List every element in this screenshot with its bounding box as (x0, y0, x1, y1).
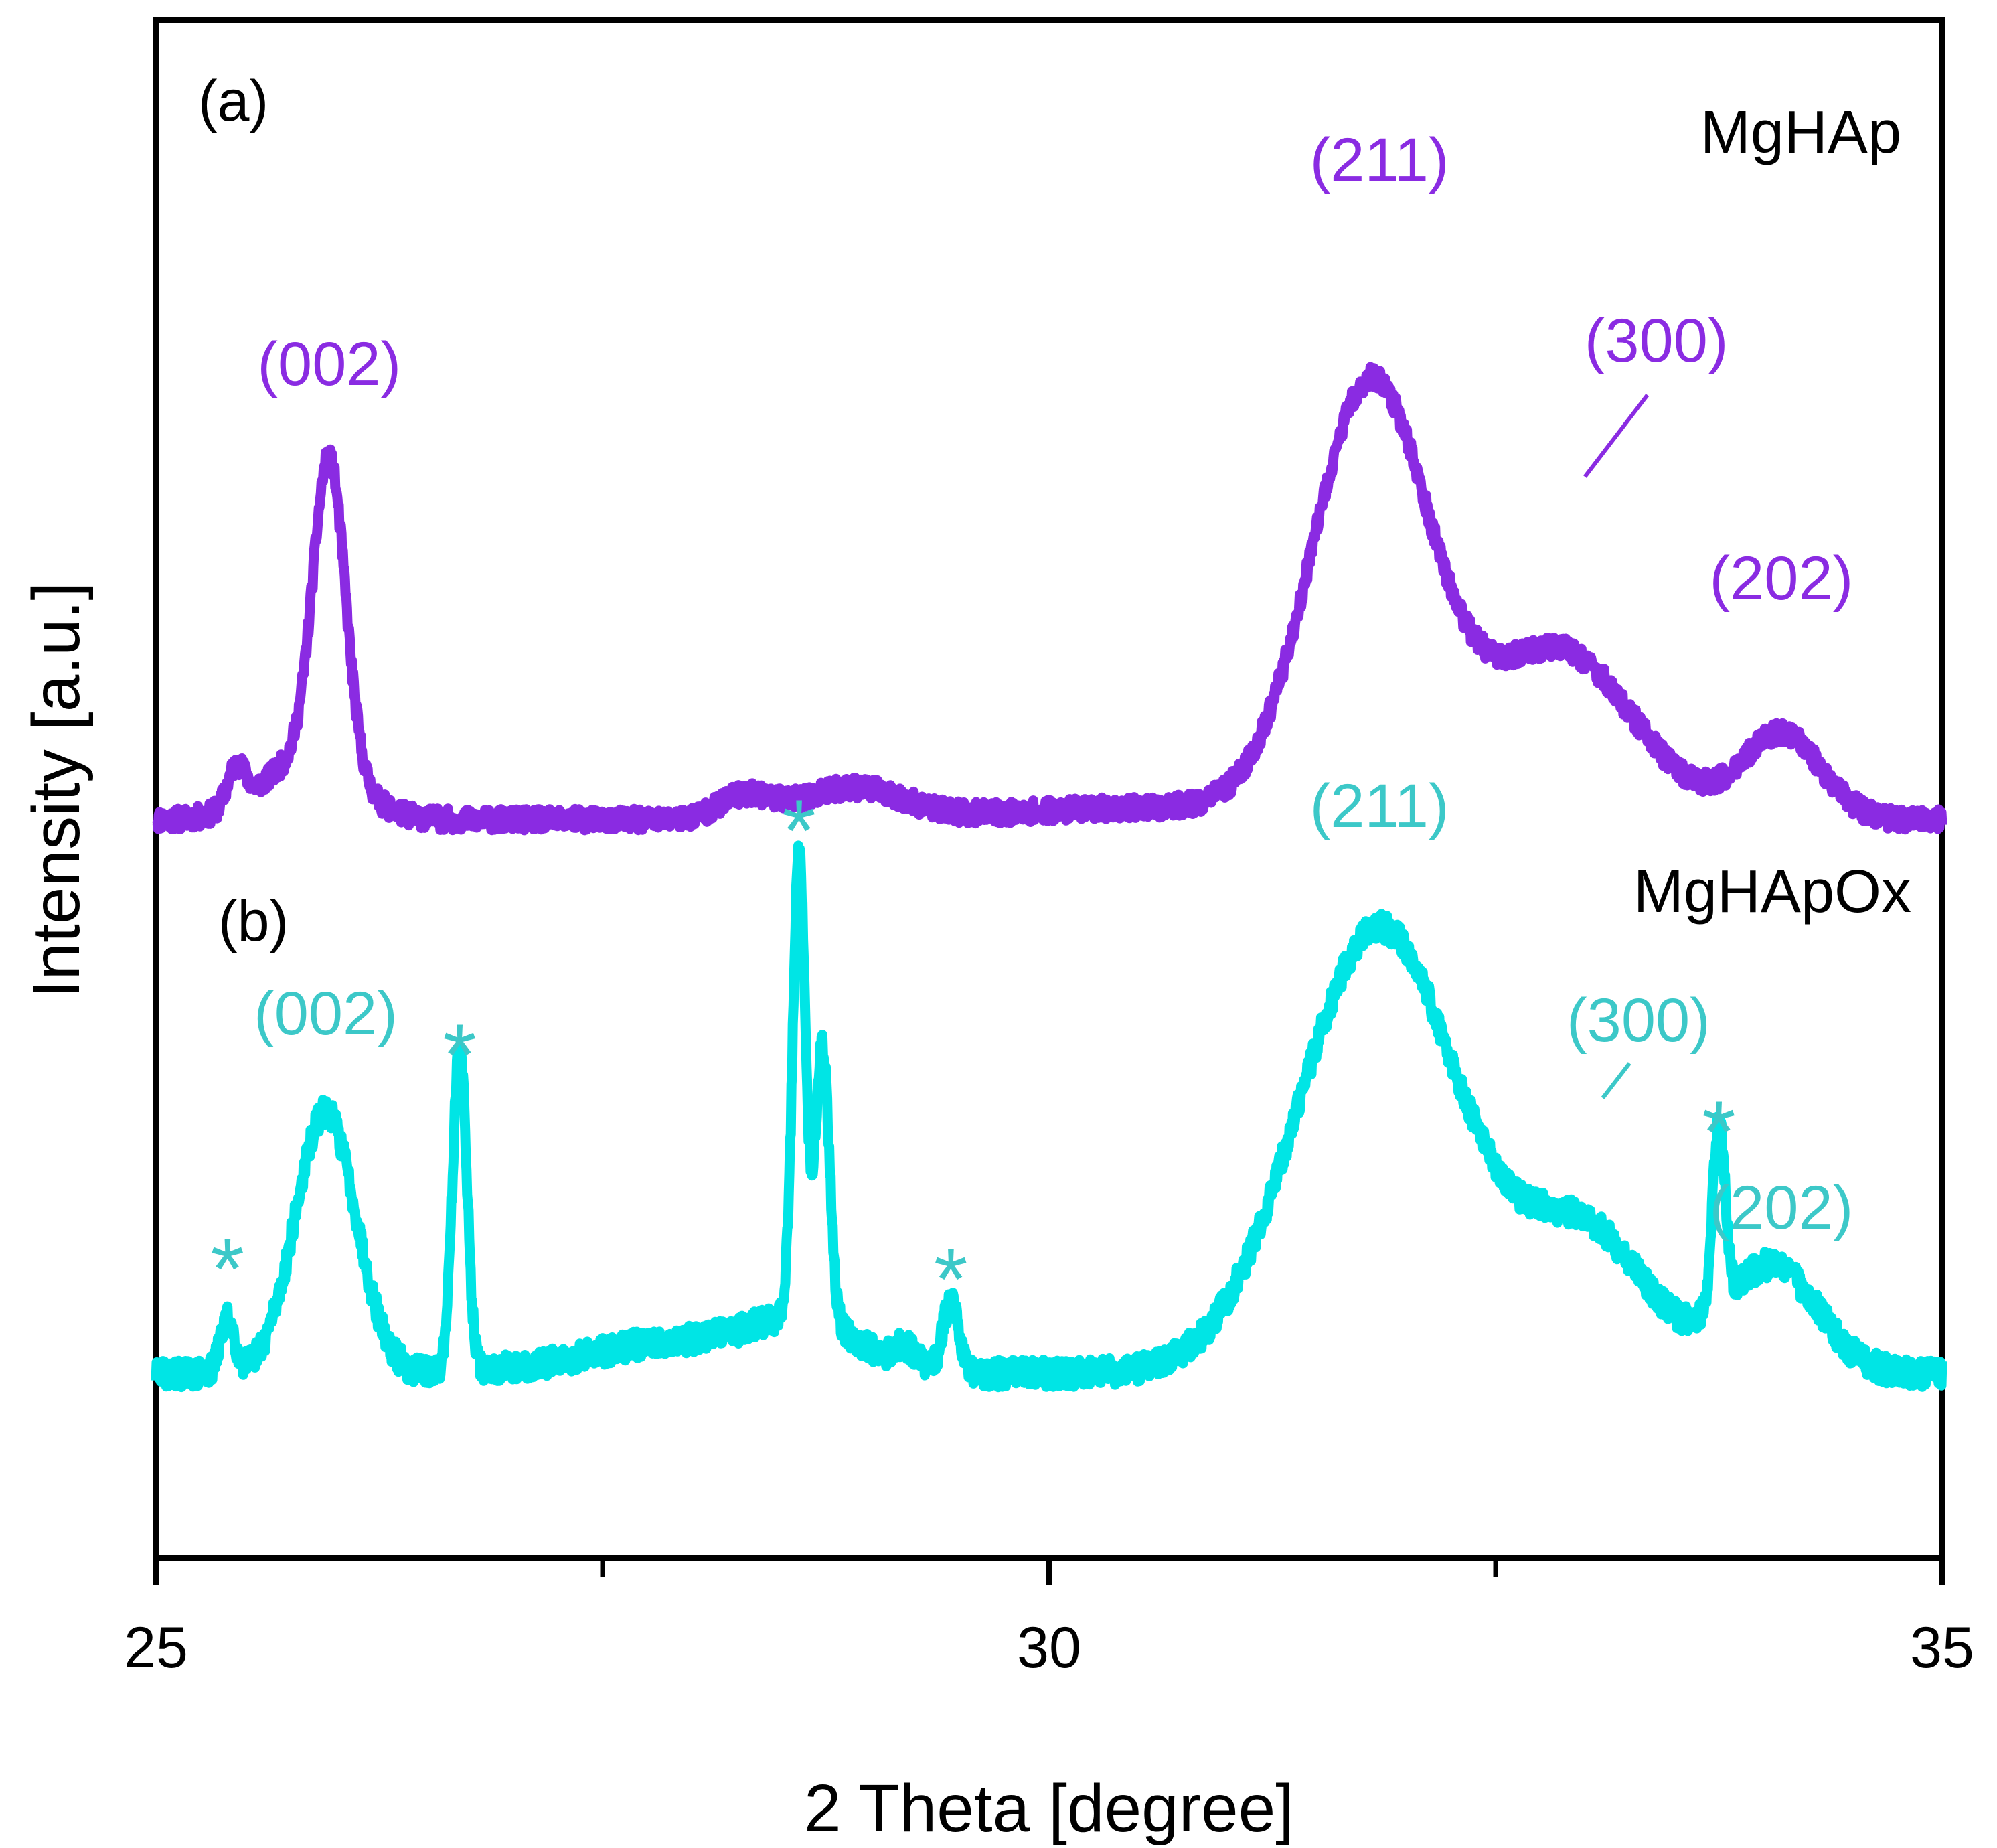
peak-label-b-300: (300) (1567, 986, 1710, 1055)
series-line-mghap (151, 362, 1947, 836)
peak-label-a-002: (002) (257, 330, 401, 398)
x-tick-label-30: 30 (1017, 1616, 1081, 1680)
peak-label-b-202: (202) (1709, 1174, 1853, 1242)
impurity-asterisk: * (934, 1230, 968, 1328)
sample-name-mghap: MgHAp (1700, 99, 1901, 166)
impurity-asterisk: * (1702, 1083, 1736, 1180)
leader-line-300-a (1583, 394, 1650, 478)
y-axis-label: Intensity [a.u.] (19, 582, 94, 999)
leader-line-300-b (1601, 1062, 1631, 1099)
panel-label-b: (b) (218, 889, 289, 953)
impurity-asterisk: * (782, 781, 816, 879)
series-line-mghapox (151, 840, 1947, 1393)
x-tick-label-25: 25 (124, 1616, 188, 1680)
panel-label-a: (a) (198, 69, 268, 133)
x-axis-ticks (153, 1558, 1945, 1585)
peak-label-a-202: (202) (1709, 544, 1853, 613)
x-axis-label: 2 Theta [degree] (804, 1771, 1294, 1846)
peak-label-a-300: (300) (1585, 307, 1729, 375)
peak-label-b-211: (211) (1310, 772, 1449, 840)
impurity-asterisk: * (443, 1006, 477, 1103)
peak-label-a-211: (211) (1310, 126, 1449, 194)
sample-name-mghapox: MgHApOx (1633, 858, 1911, 925)
impurity-asterisk: * (210, 1220, 244, 1318)
peak-label-b-002: (002) (254, 980, 398, 1048)
x-tick-label-35: 35 (1910, 1616, 1974, 1680)
